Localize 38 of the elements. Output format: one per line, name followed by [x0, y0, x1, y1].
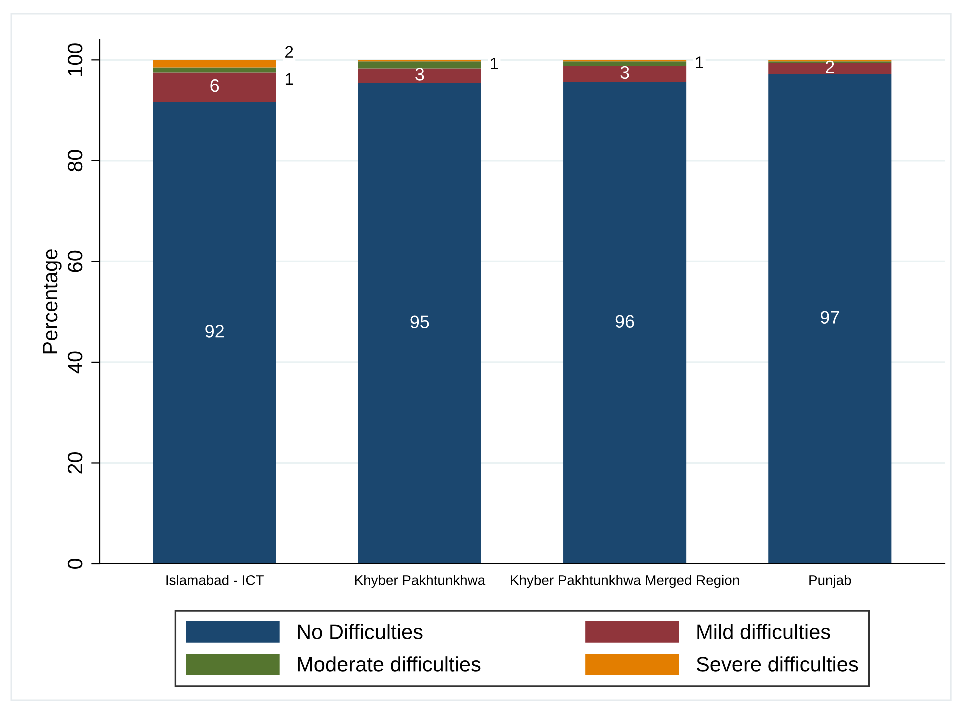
bar: [564, 62, 687, 66]
y-tick-label: 80: [68, 150, 83, 172]
x-tick-label: Islamabad - ICT: [166, 575, 264, 586]
legend-label: Mild difficulties: [698, 624, 830, 640]
data-label: 96: [616, 315, 634, 328]
data-label: 1: [286, 73, 294, 85]
data-label: 3: [416, 68, 424, 81]
data-label: 6: [210, 79, 220, 92]
y-axis-title: Percentage: [43, 250, 62, 354]
bar: [153, 72, 276, 102]
bar: [768, 74, 892, 564]
bar: [153, 68, 276, 73]
data-label: 1: [491, 58, 498, 70]
data-label: 2: [286, 46, 294, 58]
bar: [153, 60, 276, 68]
y-tick-label: 40: [68, 352, 83, 374]
y-tick-label: 100: [68, 44, 83, 76]
data-label: 3: [620, 66, 630, 80]
x-tick-label: Khyber Pakhtunkhwa Merged Region: [511, 575, 740, 588]
data-label: 95: [410, 316, 430, 329]
bar: [564, 82, 687, 564]
y-tick-label: 0: [68, 559, 83, 569]
data-label: 2: [826, 60, 834, 74]
x-tick-label: Punjab: [810, 575, 852, 588]
y-tick-label: 20: [68, 452, 83, 474]
legend-label: Moderate difficulties: [298, 656, 481, 672]
bar: [358, 68, 482, 84]
data-label: 92: [206, 325, 224, 338]
bar: [358, 83, 482, 564]
y-tick-label: 60: [68, 250, 83, 272]
legend-label: Severe difficulties: [696, 656, 858, 672]
data-label: 1: [696, 56, 704, 68]
x-tick-label: Khyber Pakhtunkhwa: [355, 575, 486, 588]
data-label: 97: [820, 311, 840, 324]
bar: [358, 62, 482, 69]
bar: [564, 66, 687, 82]
legend-label: No Difficulties: [298, 624, 423, 640]
bar: [153, 102, 276, 564]
